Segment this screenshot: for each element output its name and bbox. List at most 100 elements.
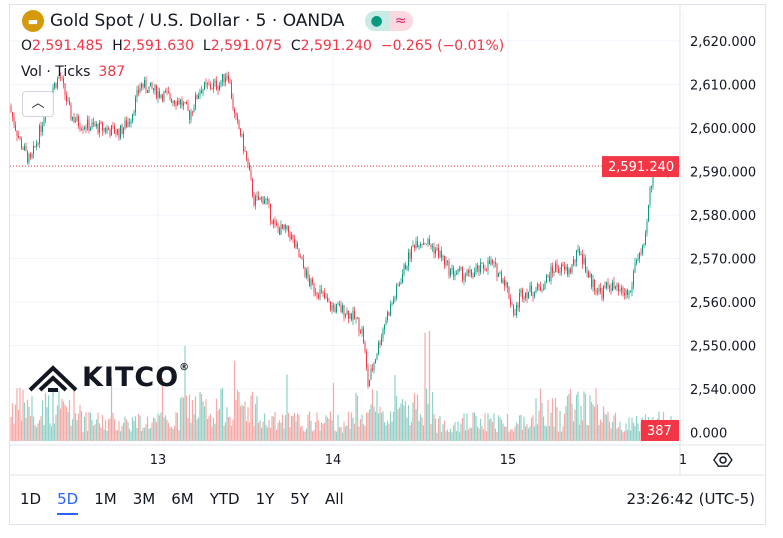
range-1m[interactable]: 1M [94,490,117,508]
candle-body [63,78,64,84]
low-label: L [202,38,211,54]
candle-body [409,252,411,259]
candle-body [90,127,91,131]
candle-body [331,305,333,311]
candle-body [355,317,357,319]
candle-body [189,110,190,120]
range-5d[interactable]: 5D [57,490,79,515]
candle-body [631,286,633,292]
candle-body [295,243,297,247]
range-ytd[interactable]: YTD [209,490,240,508]
candle-body [430,244,432,248]
y-tick-label: 2,610.000 [690,79,756,94]
symbol-title[interactable]: Gold Spot / U.S. Dollar · 5 · OANDA [50,11,345,31]
candle-body [265,199,267,200]
chart-settings-button[interactable] [713,450,733,474]
volume-bar [472,412,474,441]
volume-bar [568,393,570,441]
volume-bar [544,425,546,441]
volume-bar [149,428,152,441]
candle-body [174,100,175,104]
volume-bar [400,403,402,441]
volume-bar [124,416,126,441]
candle-body [294,238,295,247]
volume-bar [265,424,267,441]
volume-bar [454,422,456,441]
volume-bar [253,425,255,441]
volume-bar [608,421,611,441]
candle-body [115,133,117,135]
volume-bar [536,424,539,441]
candle-body [628,292,630,295]
candle-body [463,277,465,281]
volume-bar [241,405,243,441]
candle-body [84,127,85,130]
volume-bar [178,430,180,441]
volume-bar [128,428,131,441]
candle-body [135,97,136,113]
status-pill[interactable]: ● ≈ [364,11,413,31]
range-all[interactable]: All [325,490,344,508]
candle-body [297,243,298,249]
range-selector: 1D 5D 1M 3M 6M YTD 1Y 5Y All [20,490,360,515]
volume-bar [278,420,281,441]
candle-body [432,246,433,248]
volume-bar [590,402,593,441]
volume-bar [632,422,635,441]
volume-bar [235,399,237,441]
volume-bar [302,430,305,441]
volume-bar [368,409,371,441]
volume-bar [193,414,195,441]
volume-bar [173,425,176,441]
range-1d[interactable]: 1D [20,490,42,508]
volume-bar [500,419,503,441]
timezone-clock[interactable]: 23:26:42 (UTC-5) [626,490,755,508]
volume-bar [233,361,236,441]
candle-body [460,267,462,269]
range-3m[interactable]: 3M [132,490,156,508]
volume-bar [610,428,612,441]
collapse-legend-button[interactable]: ︿ [22,91,54,117]
volume-value: 387 [98,64,126,80]
volume-label[interactable]: Vol · Ticks [21,64,91,80]
candle-body [601,291,603,299]
candle-body [627,289,628,295]
candle-body [58,77,60,79]
candle-body [364,342,366,353]
volume-bar [556,407,558,441]
volume-bar [287,412,290,441]
candle-body [91,122,93,128]
candle-body [424,243,426,245]
symbol-legend: ▬ Gold Spot / U.S. Dollar · 5 · OANDA ● … [22,10,413,32]
range-5y[interactable]: 5Y [290,490,310,508]
volume-bar [629,430,632,441]
volume-bar [163,417,165,441]
candle-body [531,285,532,296]
candle-body [466,270,468,276]
volume-bar [328,418,330,441]
candle-body [69,100,70,105]
volume-bar [463,413,465,441]
volume-bar [403,405,405,441]
candle-body [114,126,115,134]
candle-body [321,289,322,291]
range-1y[interactable]: 1Y [255,490,275,508]
volume-bar [170,426,173,441]
volume-bar [502,423,504,441]
volume-bar [635,415,638,441]
volume-bar [74,412,77,441]
volume-bar [626,429,629,441]
volume-bar [524,426,527,441]
candle-body [43,118,45,126]
candle-body [402,274,403,283]
candle-body [630,291,631,293]
volume-bar [206,418,209,441]
volume-bar [310,420,312,441]
volume-bar [266,427,269,441]
volume-bar [307,414,309,441]
range-6m[interactable]: 6M [171,490,194,508]
volume-bar [529,426,531,441]
candle-body [637,258,639,261]
volume-bar [467,429,470,441]
